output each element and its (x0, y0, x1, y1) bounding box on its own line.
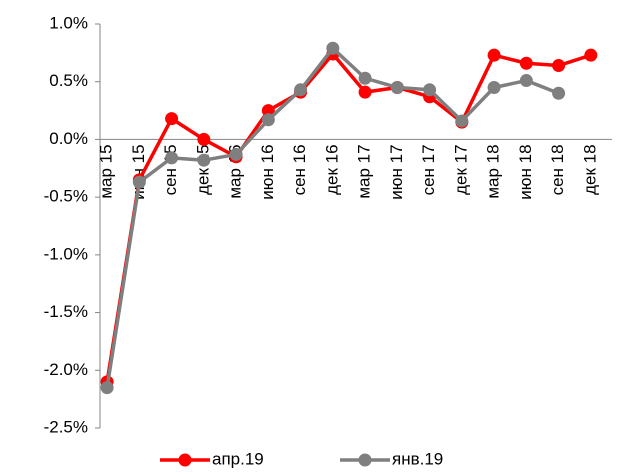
series-marker (261, 104, 275, 118)
y-tick-label: -2.0% (44, 360, 88, 379)
series-marker (487, 48, 501, 62)
x-tick-label: дек 15 (193, 144, 212, 194)
series-line (105, 46, 560, 388)
series-marker (132, 175, 146, 189)
x-tick-label: дек 16 (322, 144, 341, 194)
x-tick-label: сен 18 (548, 144, 567, 195)
legend-marker (358, 453, 372, 467)
series-marker (165, 112, 179, 126)
series-marker (100, 381, 114, 395)
series-marker (229, 147, 243, 161)
x-tick-label: июн 16 (258, 144, 277, 199)
series-marker (197, 153, 211, 167)
series-marker (519, 74, 533, 88)
x-tick-label: дек 17 (451, 144, 470, 194)
y-tick-label: -1.0% (44, 244, 88, 263)
y-tick-label: -0.5% (44, 187, 88, 206)
x-tick-label: мар 15 (97, 144, 116, 198)
y-tick-label: 0.5% (49, 71, 88, 90)
series-line (105, 52, 592, 383)
x-tick-label: июн 18 (516, 144, 535, 199)
series-marker (294, 83, 308, 97)
series-marker (487, 80, 501, 94)
y-tick-label: -1.5% (44, 302, 88, 321)
y-tick-label: 1.0% (49, 13, 88, 32)
x-tick-label: сен 16 (290, 144, 309, 195)
x-tick-label: июн 17 (387, 144, 406, 199)
series-marker (552, 86, 566, 100)
series-marker (390, 80, 404, 94)
series-marker (552, 59, 566, 73)
y-tick-label: 0.0% (49, 129, 88, 148)
series-marker (584, 48, 598, 62)
series-marker (326, 41, 340, 55)
series-marker (165, 151, 179, 165)
x-tick-label: мар 17 (355, 144, 374, 198)
x-tick-label: дек 18 (580, 144, 599, 194)
x-tick-label: мар 18 (484, 144, 503, 198)
series-marker (261, 113, 275, 127)
series-marker (358, 71, 372, 85)
series-marker (197, 132, 211, 146)
x-tick-label: сен 17 (419, 144, 438, 195)
y-tick-label: -2.5% (44, 417, 88, 436)
series-marker (519, 56, 533, 70)
series-marker (455, 114, 469, 128)
series-marker (423, 83, 437, 97)
legend-label: апр.19 (212, 449, 264, 468)
legend-marker (178, 453, 192, 467)
legend-label: янв.19 (392, 449, 443, 468)
series-marker (358, 85, 372, 99)
